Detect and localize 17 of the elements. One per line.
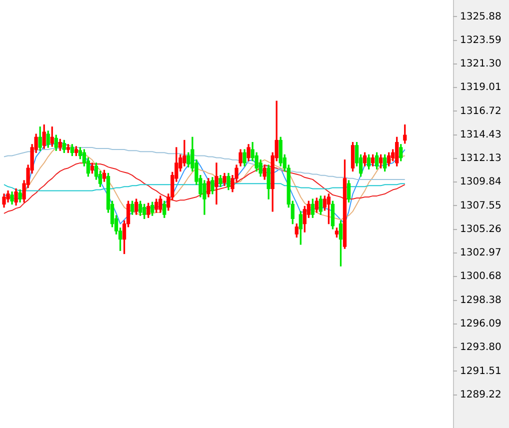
y-tick-label: 1316.72 (460, 106, 502, 117)
y-tick-label: 1293.80 (460, 342, 502, 354)
y-tick-label: 1302.97 (460, 248, 502, 259)
y-tick-label: 1321.30 (460, 58, 502, 70)
y-tick-label: 1305.26 (460, 224, 502, 235)
y-tick-label: 1296.09 (460, 318, 502, 330)
y-tick-label: 1325.88 (460, 11, 502, 22)
y-tick-label: 1298.38 (460, 294, 502, 306)
y-tick-label: 1300.68 (460, 271, 502, 282)
y-tick-label: 1309.84 (460, 176, 502, 188)
y-tick-label: 1314.43 (460, 129, 502, 140)
y-tick-label: 1319.01 (460, 82, 502, 94)
y-tick-label: 1323.59 (460, 34, 502, 46)
y-tick-label: 1289.22 (460, 389, 502, 400)
y-tick-label: 1307.55 (460, 200, 502, 212)
y-tick-label: 1291.51 (460, 366, 502, 377)
y-tick-label: 1312.13 (460, 153, 502, 164)
